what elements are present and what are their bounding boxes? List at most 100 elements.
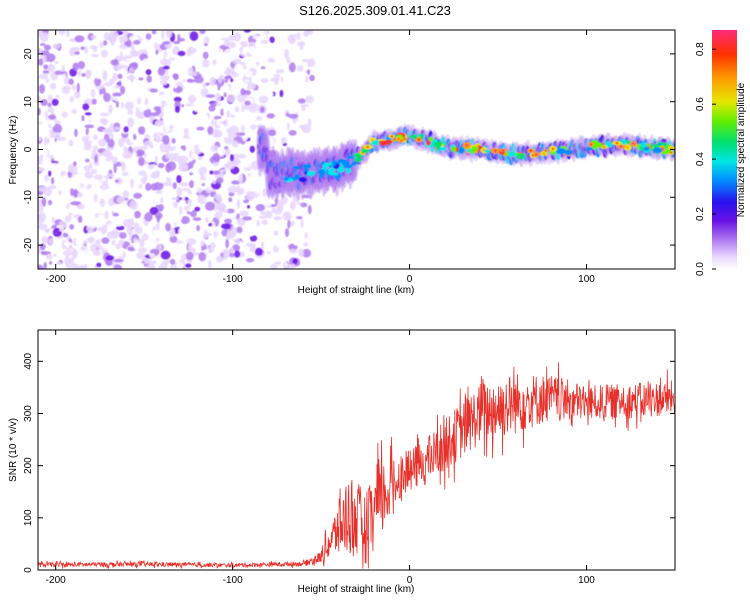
spectrogram-noise-blob xyxy=(103,46,112,51)
spectrogram-noise-blob xyxy=(189,206,193,213)
spectrogram-noise-blob xyxy=(81,114,85,122)
spectrogram-noise-blob xyxy=(239,47,243,52)
spectrogram-noise-blob xyxy=(70,201,80,206)
spectrogram-noise-blob xyxy=(72,249,78,258)
spectrogram-noise-blob xyxy=(137,247,148,253)
spectrogram-noise-blob xyxy=(77,140,85,150)
spectrogram-noise-blob xyxy=(245,193,255,201)
spectrogram-noise-blob xyxy=(305,75,309,83)
spectrogram-noise-blob xyxy=(174,60,184,69)
spectrogram-noise-blob xyxy=(165,149,170,160)
spectrogram-noise-blob xyxy=(307,204,312,215)
spectrogram-noise-blob xyxy=(76,192,83,198)
spectrogram-noise-blob xyxy=(145,182,152,192)
spectrogram-noise-blob xyxy=(63,241,74,247)
spectrogram-noise-blob xyxy=(203,232,212,237)
spectrogram-noise-blob xyxy=(38,186,48,192)
spectrogram-noise-blob xyxy=(231,140,239,148)
spectrogram-noise-blob xyxy=(233,250,241,258)
spectrogram-noise-blob xyxy=(120,101,124,109)
spectrogram-noise-blob xyxy=(110,59,119,66)
spectrogram-noise-blob xyxy=(270,263,278,269)
spectrogram-noise-blob xyxy=(167,106,172,115)
spectrogram-noise-blob xyxy=(181,193,186,202)
spectrogram-noise-blob xyxy=(107,178,111,186)
spectrogram-noise-blob xyxy=(169,227,176,238)
spectrogram-noise-blob xyxy=(98,155,107,160)
spectrogram-noise-blob xyxy=(102,150,112,157)
spectrogram-noise-blob xyxy=(132,87,140,93)
spectrogram-noise-blob xyxy=(164,261,168,266)
spectrogram-noise-blob xyxy=(119,68,127,76)
spectrogram-noise-blob xyxy=(190,209,197,218)
spectrogram-noise-blob xyxy=(38,212,47,222)
spectrogram-noise-blob xyxy=(246,191,255,195)
spectrogram-ytick-label: 20 xyxy=(23,48,34,60)
spectrogram-noise-blob xyxy=(203,249,210,253)
spectrogram-noise-blob xyxy=(115,218,123,227)
spectrogram-peak-spot xyxy=(646,143,651,147)
spectrogram-noise-blob xyxy=(234,105,240,113)
spectrogram-peak-core xyxy=(631,142,635,145)
spectrogram-noise-blob xyxy=(159,197,164,203)
spectrogram-noise-blob xyxy=(282,211,292,221)
spectrogram-noise-blob xyxy=(231,180,241,185)
spectrogram-noise-blob xyxy=(130,43,135,53)
spectrogram-noise-blob xyxy=(106,231,116,239)
spectrogram-noise-blob xyxy=(105,192,113,199)
spectrogram-noise-blob xyxy=(38,259,41,266)
spectrogram-noise-blob xyxy=(74,91,81,99)
spectrogram-noise-blob xyxy=(198,67,207,76)
spectrogram-noise-blob xyxy=(111,239,116,246)
spectrogram-noise-blob xyxy=(76,82,80,93)
spectrogram-noise-blob xyxy=(189,106,194,111)
spectrogram-noise-blob xyxy=(157,243,163,251)
spectrogram-noise-blob xyxy=(118,80,122,87)
snr-ylabel: SNR (10 * v/v) xyxy=(8,418,19,482)
spectrogram-noise-blob xyxy=(211,221,216,230)
spectrogram-noise-blob xyxy=(56,74,67,80)
spectrogram-noise-blob xyxy=(105,255,115,261)
spectrogram-noise-blob xyxy=(138,184,143,189)
spectrogram-noise-blob xyxy=(155,108,162,115)
spectrogram-noise-blob xyxy=(136,97,142,105)
spectrogram-noise-blob xyxy=(133,40,141,45)
spectrogram-noise-blob xyxy=(182,187,191,192)
spectrogram-noise-blob xyxy=(90,243,100,253)
spectrogram-noise-blob xyxy=(188,61,198,66)
spectrogram-peak-spot xyxy=(484,149,490,153)
spectrogram-noise-blob xyxy=(187,66,194,77)
spectrogram-noise-blob xyxy=(128,67,134,74)
spectrogram-noise-blob xyxy=(300,104,310,108)
spectrogram-peak-spot xyxy=(283,176,289,181)
colorbar: 0.0 0.2 0.4 0.6 0.8 Normalized spectral ampl… xyxy=(695,30,747,276)
spectrogram-noise-blob xyxy=(172,73,179,79)
spectrogram-peak-core xyxy=(427,141,430,145)
spectrogram-noise-blob xyxy=(273,230,279,236)
spectrogram-noise-blob xyxy=(189,172,194,176)
snr-ticks: -200 -100 0 100 0 100 200 300 400 xyxy=(23,330,675,586)
spectrogram-noise-blob xyxy=(188,161,194,169)
spectrogram-noise-blob xyxy=(217,146,226,156)
spectrogram-noise-blob xyxy=(150,260,157,265)
spectrogram-peak-core xyxy=(381,141,385,144)
spectrogram-noise-blob xyxy=(38,223,48,230)
spectrogram-peak-spot xyxy=(640,142,646,149)
spectrogram-noise-blob xyxy=(47,94,53,103)
spectrogram-noise-blob xyxy=(198,166,208,175)
spectrogram-noise-blob xyxy=(126,225,133,235)
snr-xlabel: Height of straight line (km) xyxy=(298,584,415,595)
spectrogram-noise-blob xyxy=(58,190,62,196)
spectrogram-noise-blob xyxy=(182,79,186,83)
spectrogram-peak-core xyxy=(403,137,407,141)
spectrogram-noise-blob xyxy=(49,247,58,252)
spectrogram-noise-blob xyxy=(263,54,268,62)
spectrogram-noise-blob xyxy=(304,231,308,239)
spectrogram-noise-blob xyxy=(155,222,160,231)
spectrogram-noise-blob xyxy=(136,262,145,268)
spectrogram-peak-core xyxy=(417,138,421,141)
spectrogram-noise-blob xyxy=(66,30,70,38)
spectrogram-noise-blob xyxy=(223,136,231,144)
spectrogram-noise-blob xyxy=(113,163,117,174)
spectrogram-noise-blob xyxy=(90,115,94,122)
